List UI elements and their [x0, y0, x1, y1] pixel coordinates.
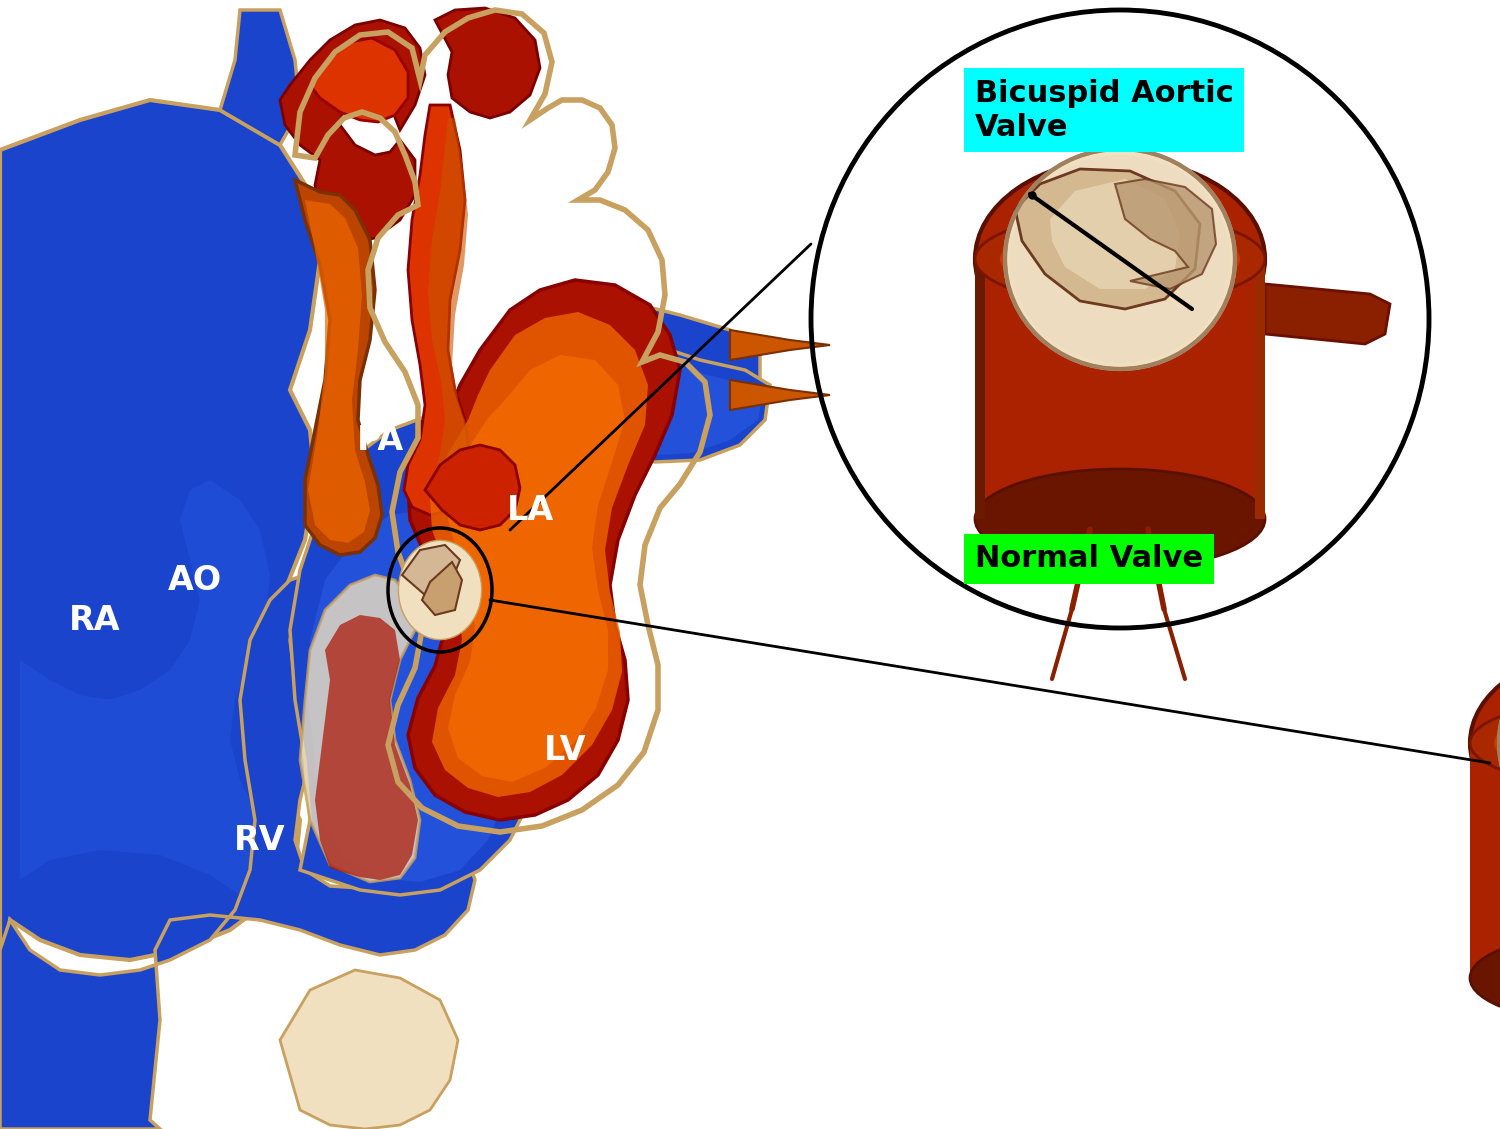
- Polygon shape: [1016, 169, 1200, 309]
- Polygon shape: [402, 545, 460, 595]
- Polygon shape: [0, 100, 320, 1000]
- Polygon shape: [427, 119, 470, 510]
- Text: LV: LV: [543, 734, 586, 767]
- Polygon shape: [424, 445, 520, 530]
- Polygon shape: [1470, 743, 1500, 978]
- Polygon shape: [308, 510, 510, 882]
- Text: Bicuspid Aortic
Valve: Bicuspid Aortic Valve: [975, 79, 1233, 141]
- Polygon shape: [1050, 180, 1180, 289]
- Text: PA: PA: [357, 423, 404, 456]
- Polygon shape: [730, 380, 830, 410]
- Ellipse shape: [1494, 709, 1500, 777]
- Text: RV: RV: [234, 823, 286, 857]
- Ellipse shape: [1005, 149, 1234, 369]
- Ellipse shape: [975, 469, 1264, 569]
- Polygon shape: [280, 970, 458, 1129]
- Polygon shape: [408, 280, 680, 820]
- Polygon shape: [1264, 285, 1390, 344]
- Polygon shape: [300, 575, 420, 882]
- Ellipse shape: [1000, 224, 1240, 295]
- Polygon shape: [975, 259, 986, 519]
- Polygon shape: [448, 355, 626, 782]
- Polygon shape: [430, 312, 648, 797]
- Text: RA: RA: [69, 604, 122, 637]
- Polygon shape: [315, 615, 419, 879]
- Polygon shape: [520, 322, 770, 462]
- Ellipse shape: [1010, 155, 1230, 364]
- Ellipse shape: [975, 215, 1264, 304]
- Polygon shape: [435, 8, 540, 119]
- Polygon shape: [490, 295, 760, 420]
- Polygon shape: [1114, 180, 1216, 289]
- Text: LA: LA: [507, 493, 554, 526]
- Polygon shape: [20, 480, 270, 905]
- Polygon shape: [975, 259, 1264, 519]
- Ellipse shape: [975, 159, 1264, 359]
- Polygon shape: [422, 562, 462, 615]
- Polygon shape: [530, 335, 762, 455]
- Polygon shape: [404, 105, 470, 515]
- Polygon shape: [296, 180, 382, 555]
- Ellipse shape: [1470, 650, 1500, 835]
- Ellipse shape: [1470, 701, 1500, 785]
- Ellipse shape: [399, 541, 482, 640]
- Polygon shape: [304, 200, 370, 543]
- Polygon shape: [1256, 259, 1264, 519]
- Text: Normal Valve: Normal Valve: [975, 544, 1203, 574]
- Polygon shape: [730, 330, 830, 360]
- Polygon shape: [280, 20, 424, 242]
- Ellipse shape: [1470, 933, 1500, 1023]
- Polygon shape: [310, 38, 408, 122]
- Text: AO: AO: [168, 563, 222, 596]
- Polygon shape: [0, 575, 476, 1129]
- Polygon shape: [290, 415, 540, 895]
- Polygon shape: [220, 10, 300, 145]
